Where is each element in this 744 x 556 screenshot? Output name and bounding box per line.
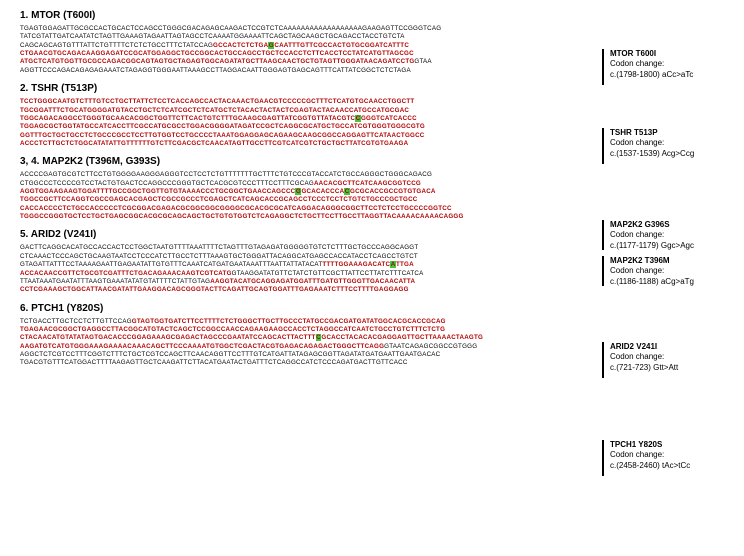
codon-change: c.(1537-1539) Acg>Ccg bbox=[610, 149, 694, 159]
section: 5. ARID2 (V241I) GACTTCAGGCACATGCCACCACTC… bbox=[20, 229, 600, 294]
annotation: TPCH1 Y820SCodon change:c.(2458-2460) tA… bbox=[602, 440, 690, 476]
mutation-name: MAP2K2 G396S bbox=[610, 220, 694, 230]
sequence-block: GACTTCAGGCACATGCCACCACTCCTGGCTAATGTTTTAA… bbox=[20, 244, 600, 294]
seq-run: ACCCCGAGTGCGTCTTCCTGTGGGGAAGGGAGGGTCCTCC… bbox=[20, 171, 432, 178]
mutation-name: MTOR T600I bbox=[610, 49, 693, 59]
section-title: 3, 4. MAP2K2 (T396M, G393S) bbox=[20, 156, 600, 167]
seq-run: GTAAGGATATGTTCTATCTGTTCGCTTATTCCTTATCTTT… bbox=[232, 270, 424, 277]
section: 1. MTOR (T600I) TGAGTGGAGATTGCGCCACTGCACT… bbox=[20, 10, 600, 75]
seq-run: TCCTGGGCAATGTCTTTGTCCTGCTTATTCTCCTCACCAG… bbox=[20, 98, 414, 105]
codon-change: c.(2458-2460) tAc>tCc bbox=[610, 461, 690, 471]
seq-run: CTGGCCCTCCCCGTCCTACTGTGACTCCAGGCCCGGGTGC… bbox=[20, 180, 314, 187]
seq-run: AAGGTACATGCAGGAGATGGATTTGATGTTGGGTTGACAA… bbox=[210, 278, 415, 285]
seq-run: TCTGACCTTGCTCCTCTTGTTCCAG bbox=[20, 318, 132, 325]
seq-run: CTGAACGTGCAGACAAGGAGATCCGCATGGAGGCTGCCGG… bbox=[20, 50, 414, 57]
seq-run: TGGAGCGCTGGTATGCCATCACCTTCGCCATGCGCCTGGA… bbox=[20, 123, 425, 130]
codon-label: Codon change: bbox=[610, 138, 694, 148]
seq-run: GTAA bbox=[414, 58, 431, 65]
seq-run: ATGCTCATGTGGTTGCGCCAGACGGCAGTAGTGCTAGAGT… bbox=[20, 58, 414, 65]
seq-run: TGGGCCGGGTGCTCCTGCTGAGCGGCACGCGCAGCAGCTG… bbox=[20, 213, 464, 220]
seq-run: TATCGTATTGATCAATATCTAGTTGAAAGTAGAATTAGTA… bbox=[20, 33, 405, 40]
seq-run: TGACGTGTTTCATGGACTTTTAAGAGTTGCTCAAGATTCT… bbox=[20, 359, 408, 366]
seq-run: GCACACCCA bbox=[301, 188, 344, 195]
seq-run: CTACAACATGTATATAGTGACACCCGGAGAAAGCGAGACT… bbox=[20, 334, 316, 341]
codon-change: c.(721-723) Gtt>Att bbox=[610, 363, 678, 373]
seq-run: TGGCCGCTTCCAGGTCGCCGAGCACGAGCTCGCCGCCCTC… bbox=[20, 196, 418, 203]
sequence-block: TGAGTGGAGATTGCGCCACTGCACTCCAGCCTGGGCGACA… bbox=[20, 25, 600, 75]
seq-run: GACTTCAGGCACATGCCACCACTCCTGGCTAATGTTTTAA… bbox=[20, 244, 418, 251]
annotation: MAP2K2 T396MCodon change:c.(1186-1188) a… bbox=[602, 256, 694, 286]
seq-run: TTGA bbox=[396, 261, 414, 268]
codon-label: Codon change: bbox=[610, 59, 693, 69]
seq-run: GGGTCATCACCC bbox=[361, 115, 417, 122]
annotation: MAP2K2 G396SCodon change:c.(1177-1179) G… bbox=[602, 220, 694, 250]
seq-run: GCACCTACACACGAGGAGTTGCTTAAAACTAAGTG bbox=[321, 334, 483, 341]
mutation-name: TSHR T513P bbox=[610, 128, 694, 138]
seq-run: ACCCTCTTGCTCTGGCATATATTGTTTTTTGTCTTCGACG… bbox=[20, 140, 408, 147]
sequence-content: 1. MTOR (T600I) TGAGTGGAGATTGCGCCACTGCACT… bbox=[20, 10, 600, 376]
seq-run: GTAGATTATTTCCTAAAAGAATTGAGAATATTGTGTTTCA… bbox=[20, 261, 322, 268]
seq-run: TTAATAAATGAATATTTAAGTGAAATATATGTATTTTCTA… bbox=[20, 278, 210, 285]
seq-run: GGTTTGCTGCTGCCTCTGCCCGCCTCCTTGTGGTCCTGCC… bbox=[20, 132, 425, 139]
section-title: 6. PTCH1 (Y820S) bbox=[20, 303, 600, 314]
seq-run: TGCGGATTTCTGCATGGGGATGTACCTGCTCTCATCGCTC… bbox=[20, 107, 409, 114]
mutation-name: TPCH1 Y820S bbox=[610, 440, 690, 450]
section: 2. TSHR (T513P) TCCTGGGCAATGTCTTTGTCCTGCT… bbox=[20, 83, 600, 148]
seq-run: AAGATGTCATGTGGGAAAGAAAACAAACAGCTTCCCAAAA… bbox=[20, 343, 384, 350]
seq-run: GTAATCAGAGCGGCCGTGGG bbox=[384, 343, 477, 350]
annotation: ARID2 V241ICodon change:c.(721-723) Gtt>… bbox=[602, 342, 678, 378]
seq-run: AGGCTCTCGTCCTTTCGGTCTTTCTGCTCGTCCAGCTTCA… bbox=[20, 351, 440, 358]
codon-label: Codon change: bbox=[610, 450, 690, 460]
annotation: TSHR T513PCodon change:c.(1537-1539) Acg… bbox=[602, 128, 694, 164]
seq-run: ACCACAACCGTTCTGCGTCGATTTCTGACAGAAACAAGTC… bbox=[20, 270, 232, 277]
seq-run: AACACGCTTCATCAAGCGGTCCG bbox=[314, 180, 421, 187]
seq-run: GTAGTGGTGATCTTCCTTTTCTCTGGGCTTGCTTGCCCTA… bbox=[132, 318, 446, 325]
seq-run: AGGTGGAAGAAGTGGATTTTGCCGGCTGGTTGTGTAAAAC… bbox=[20, 188, 295, 195]
seq-run: AGGTTCCCAGACAGAGAGAAATCTAGAGGTGGGAATTAAA… bbox=[20, 67, 411, 74]
sequence-block: ACCCCGAGTGCGTCTTCCTGTGGGGAAGGGAGGGTCCTCC… bbox=[20, 171, 600, 221]
codon-label: Codon change: bbox=[610, 266, 694, 276]
seq-run: TTTTGGAAAGACATC bbox=[322, 261, 390, 268]
seq-run: CCTCGAAAGCTGGCATTAACGATATTGAAGGACAGCGGGT… bbox=[20, 286, 409, 293]
seq-run: TGGCAGACAGGCCTGGGTGCAACACGGCTGGTTCTTCACT… bbox=[20, 115, 355, 122]
seq-run: CACCACCCCTCTGCCACCCCCTCGCGGACGAGACGCGGCG… bbox=[20, 205, 452, 212]
section: 3, 4. MAP2K2 (T396M, G393S) ACCCCGAGTGCGT… bbox=[20, 156, 600, 221]
seq-run: TGAGTGGAGATTGCGCCACTGCACTCCAGCCTGGGCGACA… bbox=[20, 25, 441, 32]
codon-label: Codon change: bbox=[610, 352, 678, 362]
codon-label: Codon change: bbox=[610, 230, 694, 240]
annotation: MTOR T600ICodon change:c.(1798-1800) aCc… bbox=[602, 49, 693, 85]
codon-change: c.(1798-1800) aCc>aTc bbox=[610, 70, 693, 80]
mutation-name: ARID2 V241I bbox=[610, 342, 678, 352]
section-title: 2. TSHR (T513P) bbox=[20, 83, 600, 94]
section: 6. PTCH1 (Y820S) TCTGACCTTGCTCCTCTTGTTCCA… bbox=[20, 303, 600, 368]
seq-run: CTCAAACTCCCAGCTGCAAGTAATCCTCCCATCTTGCCTC… bbox=[20, 253, 418, 260]
section-title: 1. MTOR (T600I) bbox=[20, 10, 600, 21]
seq-run: GCGCACCGCCGTGTGACA bbox=[350, 188, 436, 195]
seq-run: CAATTTGTTCGCCACTGTGCGGATCATTTC bbox=[274, 42, 409, 49]
seq-run: GCCACTCTCTGA bbox=[213, 42, 268, 49]
codon-change: c.(1186-1188) aCg>aTg bbox=[610, 277, 694, 287]
sequence-block: TCTGACCTTGCTCCTCTTGTTCCAGGTAGTGGTGATCTTC… bbox=[20, 318, 600, 368]
seq-run: CAGCAGCAGTGTTTATTCTGTTTTCTCTCTGCCTTTCTAT… bbox=[20, 42, 213, 49]
codon-change: c.(1177-1179) Ggc>Agc bbox=[610, 241, 694, 251]
section-title: 5. ARID2 (V241I) bbox=[20, 229, 600, 240]
sequence-block: TCCTGGGCAATGTCTTTGTCCTGCTTATTCTCCTCACCAG… bbox=[20, 98, 600, 148]
seq-run: TGAGAACGCGGCTGAGGCCTTACGGCATGTACTCAGCTCC… bbox=[20, 326, 445, 333]
mutation-name: MAP2K2 T396M bbox=[610, 256, 694, 266]
